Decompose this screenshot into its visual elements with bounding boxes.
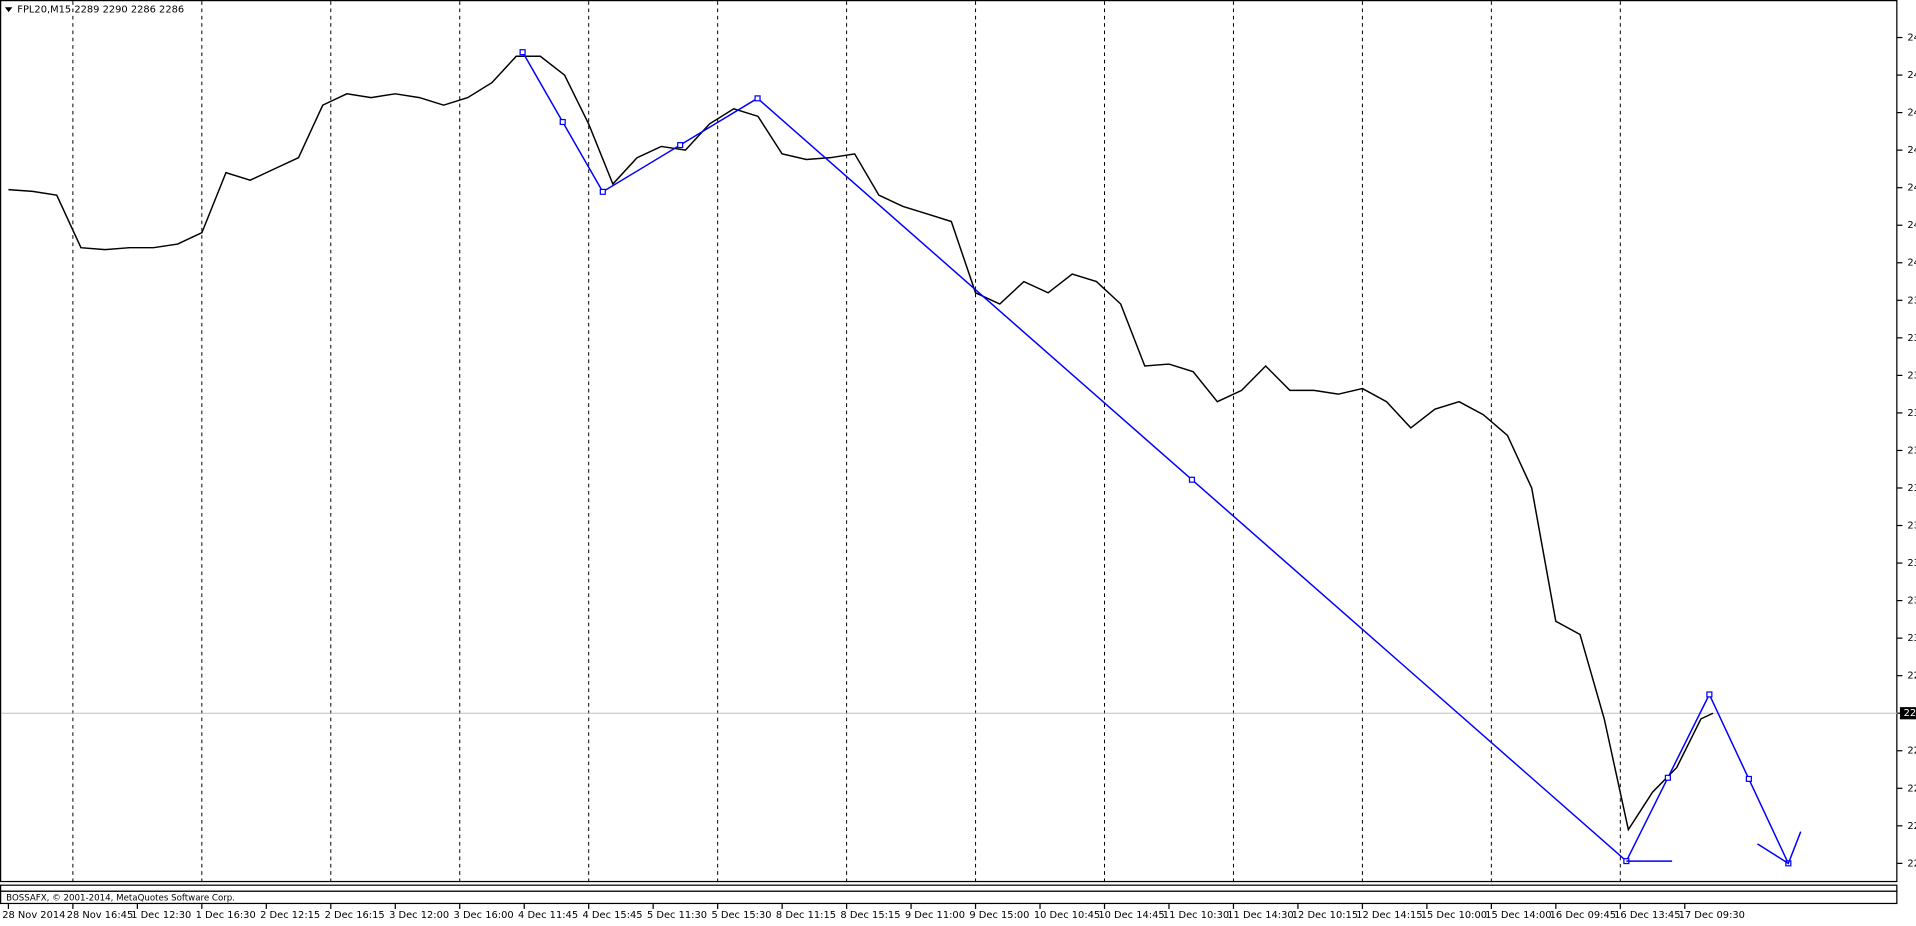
- x-tick-label: 2 Dec 12:15: [260, 910, 320, 921]
- y-tick-label: 2316: [1907, 596, 1916, 607]
- zigzag-arrow: [1757, 831, 1802, 865]
- separator: [0, 884, 1898, 892]
- sub-window: [0, 890, 1898, 905]
- zigzag-point: [1706, 691, 1713, 698]
- x-tick-label: 1 Dec 12:30: [131, 910, 191, 921]
- price-label-bg: [1899, 707, 1916, 720]
- y-tick-label: 2356: [1907, 445, 1916, 456]
- y-tick-label: 2246: [1907, 858, 1916, 869]
- footer: BOSSAFX, © 2001-2014, MetaQuotes Softwar…: [6, 894, 235, 904]
- x-tick-label: 5 Dec 15:30: [711, 910, 771, 921]
- x-tick-label: 8 Dec 15:15: [840, 910, 900, 921]
- y-tick-label: 2436: [1907, 145, 1916, 156]
- x-tick-label: 15 Dec 10:00: [1421, 910, 1487, 921]
- y-tick-label: 2426: [1907, 183, 1916, 194]
- x-tick-label: 12 Dec 14:15: [1356, 910, 1422, 921]
- zigzag-midpoint: [677, 142, 684, 149]
- price-line-series: [8, 55, 1714, 832]
- y-tick-label: 2266: [1907, 783, 1916, 794]
- y-tick-label: 2326: [1907, 558, 1916, 569]
- zigzag-point: [519, 49, 526, 56]
- x-tick-label: 16 Dec 13:45: [1614, 910, 1680, 921]
- y-tick-label: 2446: [1907, 108, 1916, 119]
- zigzag-point: [754, 95, 761, 102]
- menu-arrow[interactable]: [4, 7, 13, 13]
- x-tick-label: 28 Nov 16:45: [67, 910, 134, 921]
- zigzag-point: [599, 188, 606, 195]
- x-tick-label: 8 Dec 11:15: [776, 910, 836, 921]
- y-tick-label: 2416: [1907, 220, 1916, 231]
- zigzag-midpoint: [1664, 774, 1671, 781]
- y-tick-label: 2386: [1907, 333, 1916, 344]
- x-tick-label: 4 Dec 11:45: [518, 910, 578, 921]
- x-tick-label: 3 Dec 16:00: [454, 910, 514, 921]
- zigzag-midpoint: [1745, 775, 1752, 782]
- y-tick-label: 2306: [1907, 633, 1916, 644]
- y-tick-label: 2396: [1907, 295, 1916, 306]
- y-tick-label: 2346: [1907, 483, 1916, 494]
- x-tick-label: 15 Dec 14:00: [1485, 910, 1551, 921]
- x-tick-label: 17 Dec 09:30: [1679, 910, 1745, 921]
- x-tick-label: 10 Dec 10:45: [1034, 910, 1100, 921]
- x-tick-label: 5 Dec 11:30: [647, 910, 707, 921]
- x-tick-label: 16 Dec 09:45: [1550, 910, 1616, 921]
- x-tick-label: 9 Dec 15:00: [969, 910, 1029, 921]
- x-tick-label: 2 Dec 16:15: [325, 910, 385, 921]
- chart-frame: [0, 0, 1898, 883]
- zigzag-midpoint: [1188, 476, 1196, 483]
- y-tick-label: 2366: [1907, 408, 1916, 419]
- x-tick-label: 4 Dec 15:45: [583, 910, 643, 921]
- x-tick-label: 11 Dec 10:30: [1163, 910, 1229, 921]
- y-tick-label: 2376: [1907, 370, 1916, 381]
- x-tick-label: 11 Dec 14:30: [1227, 910, 1293, 921]
- x-tick-label: 3 Dec 12:00: [389, 910, 449, 921]
- y-tick-label: 2256: [1907, 821, 1916, 832]
- x-tick-label: 12 Dec 10:15: [1292, 910, 1358, 921]
- zigzag-midpoint: [559, 118, 566, 126]
- x-tick-label: 9 Dec 11:00: [905, 910, 965, 921]
- y-tick-label: 2296: [1907, 671, 1916, 682]
- x-tick-label: 10 Dec 14:45: [1098, 910, 1164, 921]
- y-tick-label: 2406: [1907, 258, 1916, 269]
- x-tick-label: 1 Dec 16:30: [196, 910, 256, 921]
- y-tick-label: 2466: [1907, 33, 1916, 44]
- chart-title: FPL20,M15 2289 2290 2286 2286: [17, 5, 184, 16]
- x-tick-label: 28 Nov 2014: [2, 910, 65, 921]
- y-tick-label: 2276: [1907, 746, 1916, 757]
- price-label: 2286: [1904, 708, 1916, 719]
- y-tick-label: 2456: [1907, 70, 1916, 81]
- y-tick-label: 2336: [1907, 521, 1916, 532]
